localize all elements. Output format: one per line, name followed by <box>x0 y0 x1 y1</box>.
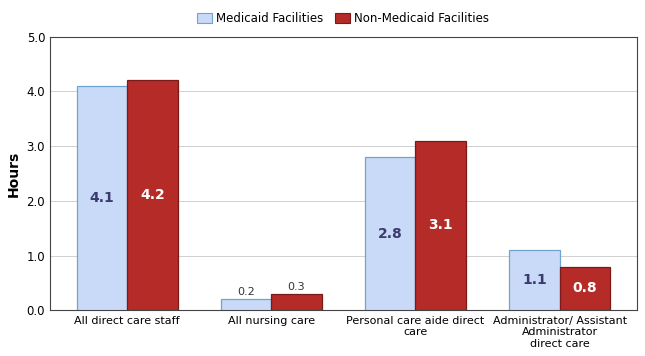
Bar <box>415 141 466 310</box>
Legend: Medicaid Facilities, Non-Medicaid Facilities: Medicaid Facilities, Non-Medicaid Facili… <box>193 7 494 30</box>
Text: 1.1: 1.1 <box>522 273 547 287</box>
Text: 4.1: 4.1 <box>90 191 114 205</box>
Y-axis label: Hours: Hours <box>7 150 21 197</box>
Text: 0.3: 0.3 <box>288 282 305 292</box>
Bar <box>77 86 127 310</box>
Bar <box>272 294 322 310</box>
Text: 0.8: 0.8 <box>573 281 597 295</box>
Bar <box>509 250 560 310</box>
Text: 0.2: 0.2 <box>237 287 255 297</box>
Text: 2.8: 2.8 <box>378 227 402 241</box>
Text: 4.2: 4.2 <box>140 188 164 202</box>
Bar <box>127 80 177 310</box>
Bar <box>365 157 415 310</box>
Bar <box>221 299 272 310</box>
Bar <box>560 267 610 310</box>
Text: 3.1: 3.1 <box>428 219 453 232</box>
